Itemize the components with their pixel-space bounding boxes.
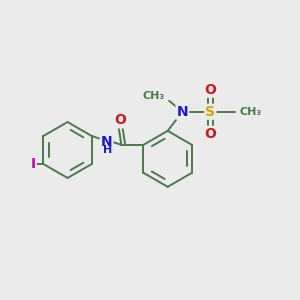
- Text: O: O: [204, 127, 216, 141]
- Text: I: I: [31, 157, 36, 171]
- Text: CH₃: CH₃: [240, 107, 262, 117]
- Text: N: N: [177, 105, 188, 119]
- Text: S: S: [206, 105, 215, 119]
- Text: O: O: [114, 113, 126, 128]
- Text: N: N: [101, 135, 112, 149]
- Text: H: H: [103, 145, 112, 155]
- Text: O: O: [204, 82, 216, 97]
- Text: CH₃: CH₃: [142, 91, 165, 100]
